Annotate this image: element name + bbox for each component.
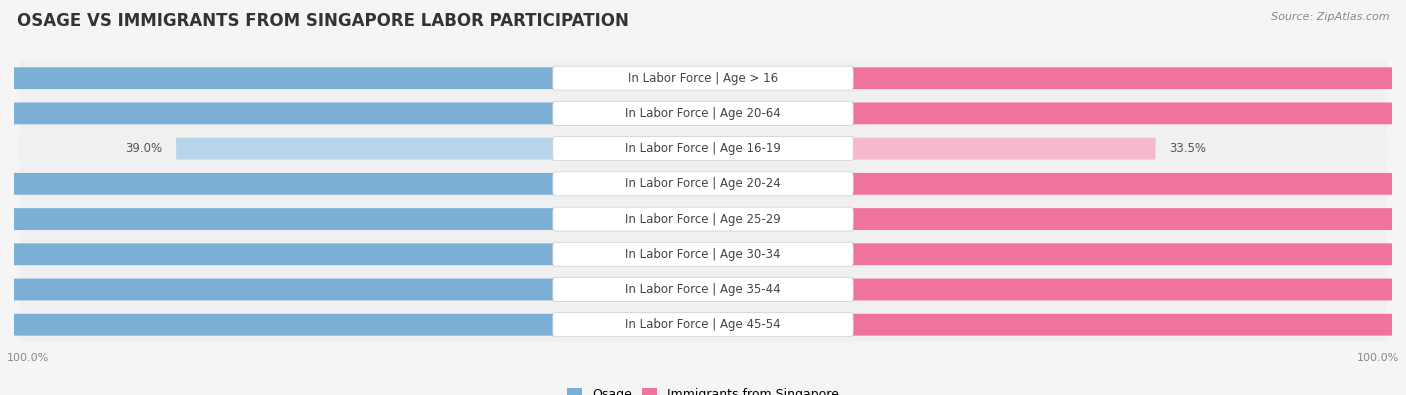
FancyBboxPatch shape — [0, 173, 703, 195]
Text: In Labor Force | Age 45-54: In Labor Force | Age 45-54 — [626, 318, 780, 331]
Text: In Labor Force | Age 16-19: In Labor Force | Age 16-19 — [626, 142, 780, 155]
FancyBboxPatch shape — [0, 278, 703, 301]
Text: Source: ZipAtlas.com: Source: ZipAtlas.com — [1271, 12, 1389, 22]
FancyBboxPatch shape — [176, 138, 703, 160]
FancyBboxPatch shape — [553, 313, 853, 337]
FancyBboxPatch shape — [18, 307, 1388, 342]
FancyBboxPatch shape — [553, 137, 853, 161]
FancyBboxPatch shape — [18, 237, 1388, 272]
Text: 39.0%: 39.0% — [125, 142, 163, 155]
FancyBboxPatch shape — [553, 66, 853, 90]
FancyBboxPatch shape — [18, 272, 1388, 307]
FancyBboxPatch shape — [703, 173, 1406, 195]
FancyBboxPatch shape — [0, 314, 703, 336]
Text: 33.5%: 33.5% — [1168, 142, 1206, 155]
Text: In Labor Force | Age 30-34: In Labor Force | Age 30-34 — [626, 248, 780, 261]
FancyBboxPatch shape — [703, 102, 1406, 124]
FancyBboxPatch shape — [553, 102, 853, 125]
FancyBboxPatch shape — [703, 243, 1406, 265]
FancyBboxPatch shape — [18, 201, 1388, 237]
FancyBboxPatch shape — [553, 207, 853, 231]
FancyBboxPatch shape — [703, 314, 1406, 336]
FancyBboxPatch shape — [703, 208, 1406, 230]
FancyBboxPatch shape — [0, 102, 703, 124]
FancyBboxPatch shape — [703, 138, 1156, 160]
FancyBboxPatch shape — [0, 208, 703, 230]
Text: In Labor Force | Age > 16: In Labor Force | Age > 16 — [628, 71, 778, 85]
FancyBboxPatch shape — [0, 67, 703, 89]
FancyBboxPatch shape — [553, 242, 853, 266]
FancyBboxPatch shape — [703, 67, 1406, 89]
FancyBboxPatch shape — [553, 172, 853, 196]
Legend: Osage, Immigrants from Singapore: Osage, Immigrants from Singapore — [562, 383, 844, 395]
Text: In Labor Force | Age 20-64: In Labor Force | Age 20-64 — [626, 107, 780, 120]
FancyBboxPatch shape — [18, 166, 1388, 201]
FancyBboxPatch shape — [18, 96, 1388, 131]
FancyBboxPatch shape — [18, 60, 1388, 96]
FancyBboxPatch shape — [18, 131, 1388, 166]
Text: In Labor Force | Age 25-29: In Labor Force | Age 25-29 — [626, 213, 780, 226]
Text: In Labor Force | Age 35-44: In Labor Force | Age 35-44 — [626, 283, 780, 296]
FancyBboxPatch shape — [553, 278, 853, 301]
FancyBboxPatch shape — [703, 278, 1406, 301]
FancyBboxPatch shape — [0, 243, 703, 265]
Text: OSAGE VS IMMIGRANTS FROM SINGAPORE LABOR PARTICIPATION: OSAGE VS IMMIGRANTS FROM SINGAPORE LABOR… — [17, 12, 628, 30]
Text: In Labor Force | Age 20-24: In Labor Force | Age 20-24 — [626, 177, 780, 190]
